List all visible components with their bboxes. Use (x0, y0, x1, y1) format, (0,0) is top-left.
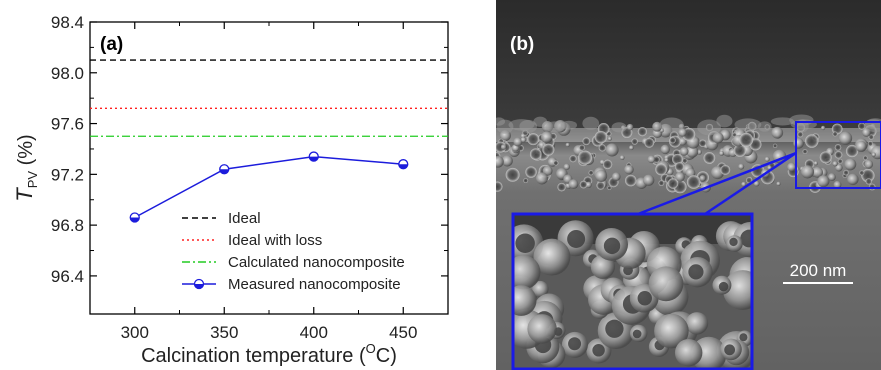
series-line-measured-nanocomposite (134, 155, 404, 219)
y-axis: 96.4 96.8 97.2 97.6 98.0 98.4 (51, 13, 448, 286)
sem-micrograph: (b) 200 nm (496, 0, 881, 370)
chart-panel: 96.4 96.8 97.2 97.6 98.0 98.4 300 350 400 450 Id… (12, 13, 449, 367)
x-tick-label: 450 (389, 323, 417, 342)
y-tick-label: 96.4 (51, 267, 84, 286)
y-tick-label: 98.0 (51, 64, 84, 83)
series-layer (90, 59, 448, 223)
legend-label: Ideal with loss (228, 232, 322, 249)
data-point (308, 151, 319, 162)
x-axis-title-sup: O (366, 341, 376, 356)
panel-label-b: (b) (510, 34, 534, 55)
legend-entry: Ideal with loss (182, 232, 322, 249)
zoom-connector-line (704, 151, 797, 216)
x-tick-label: 300 (121, 323, 149, 342)
zoom-connector-line (637, 151, 797, 216)
plot-area (89, 21, 449, 315)
legend-entry: Calculated nanocomposite (182, 254, 405, 271)
data-point (219, 164, 230, 175)
y-axis-title: TPV (%) (12, 134, 40, 201)
x-tick-label: 400 (300, 323, 328, 342)
legend-entry: Ideal (182, 210, 261, 227)
legend-label: Ideal (228, 210, 261, 227)
legend-label: Measured nanocomposite (228, 276, 401, 293)
y-tick-label: 97.6 (51, 115, 84, 134)
x-axis-title-end: C) (376, 345, 397, 367)
x-axis-title: Calcination temperature (OC) (141, 341, 397, 367)
legend-entry: Measured nanocomposite (182, 276, 401, 293)
legend-marker (193, 278, 205, 290)
y-axis-title-sub: PV (25, 171, 40, 189)
y-tick-label: 97.2 (51, 165, 84, 184)
svg-text:TPV (%): TPV (%) (12, 134, 40, 201)
scale-bar-label: 200 nm (790, 261, 847, 280)
y-axis-title-unit: (%) (15, 134, 37, 171)
highlight-box (795, 121, 881, 189)
legend-label: Calculated nanocomposite (228, 254, 405, 271)
zoom-inset (511, 212, 754, 370)
y-tick-label: 96.8 (51, 216, 84, 235)
data-point (398, 159, 409, 170)
y-tick-label: 98.4 (51, 13, 84, 32)
x-tick-label: 350 (210, 323, 238, 342)
data-point (129, 212, 140, 223)
x-axis: 300 350 400 450 (121, 22, 417, 342)
panel-label-a: (a) (100, 34, 123, 55)
y-axis-title-main: T (12, 187, 37, 202)
legend: Ideal Ideal with loss Calculated nanocompo… (182, 210, 405, 293)
x-axis-title-main: Calcination temperature ( (141, 345, 366, 367)
